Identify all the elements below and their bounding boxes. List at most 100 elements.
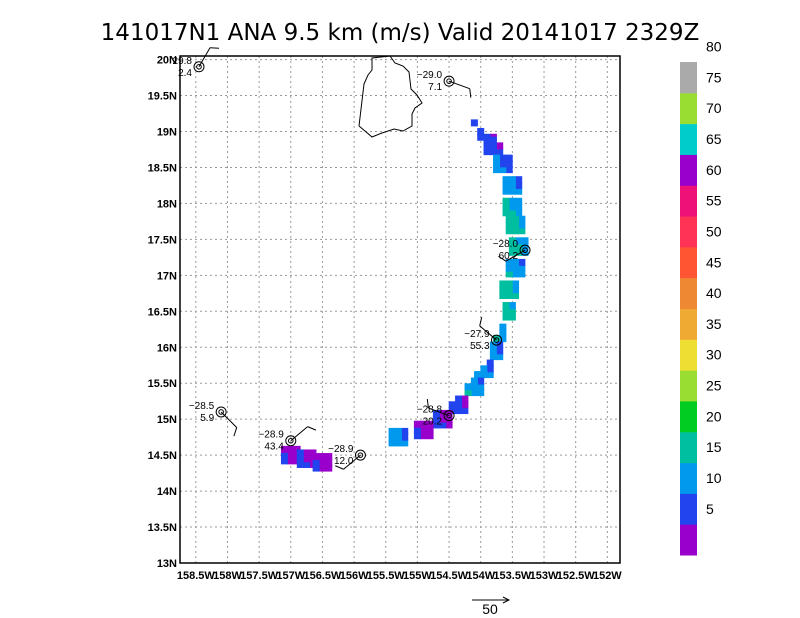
wind-cell bbox=[505, 215, 513, 223]
wind-cell bbox=[413, 432, 421, 440]
station-marker: −28.943.4 bbox=[258, 426, 317, 453]
colorbar-segment bbox=[680, 400, 697, 433]
wind-barb-flag bbox=[335, 465, 344, 470]
wind-barb bbox=[479, 325, 497, 341]
wind-cell bbox=[505, 160, 513, 168]
station-ring bbox=[519, 244, 531, 256]
wind-cell bbox=[512, 286, 520, 294]
wind-barb bbox=[198, 47, 211, 68]
wind-cell bbox=[512, 221, 520, 229]
y-tick-label: 17.5N bbox=[148, 234, 177, 246]
wind-cell bbox=[287, 451, 295, 459]
wind-cell bbox=[505, 291, 513, 299]
wind-cell bbox=[499, 323, 507, 331]
wind-cell bbox=[512, 280, 520, 288]
wind-cell bbox=[401, 439, 409, 447]
x-tick-label: 157W bbox=[276, 570, 305, 582]
wind-cell bbox=[426, 432, 434, 440]
colorbar-label: 55 bbox=[706, 193, 722, 209]
y-tick-label: 19.5N bbox=[148, 91, 177, 103]
wind-cell bbox=[515, 197, 523, 205]
wind-barb-flag bbox=[426, 399, 429, 409]
wind-barb-flag bbox=[307, 426, 317, 431]
wind-cell bbox=[309, 449, 317, 457]
colorbar-label: 60 bbox=[706, 162, 722, 178]
y-tick-label: 15.5N bbox=[148, 378, 177, 390]
wind-cell bbox=[455, 401, 463, 409]
wind-cell bbox=[296, 455, 304, 463]
colorbar-segment bbox=[680, 185, 697, 217]
wind-cell bbox=[521, 243, 529, 251]
wind-cell bbox=[483, 136, 491, 144]
wind-cell bbox=[499, 286, 507, 294]
colorbar-label: 10 bbox=[706, 470, 722, 486]
x-tick-label: 152.5W bbox=[557, 570, 596, 582]
wind-cell bbox=[312, 453, 320, 461]
colorbar-label: 50 bbox=[706, 223, 722, 239]
x-tick-label: 152W bbox=[593, 570, 622, 582]
x-tick-label: 156W bbox=[340, 570, 369, 582]
station-core bbox=[522, 247, 528, 253]
colorbar-segment bbox=[680, 123, 697, 155]
wind-cell bbox=[439, 421, 447, 429]
wind-cell bbox=[512, 264, 520, 272]
wind-cell bbox=[480, 371, 488, 379]
wind-cell bbox=[502, 176, 510, 184]
coastline bbox=[358, 55, 423, 138]
wind-cell bbox=[508, 176, 516, 184]
x-tick-label: 155.5W bbox=[367, 570, 406, 582]
colorbar-label: 65 bbox=[706, 131, 722, 147]
wind-cell bbox=[505, 258, 513, 266]
wind-cell bbox=[512, 227, 520, 235]
y-tick-label: 17N bbox=[157, 270, 177, 282]
wind-cell bbox=[461, 407, 469, 415]
y-tick-label: 18.5N bbox=[148, 162, 177, 174]
colorbar-segment bbox=[680, 62, 697, 94]
wind-cell bbox=[477, 128, 485, 136]
wind-cell bbox=[499, 335, 507, 343]
wind-cell bbox=[303, 460, 311, 468]
station-wind-speed: 2.4 bbox=[178, 68, 192, 79]
station-marker: −28.912.0 bbox=[328, 444, 366, 470]
colorbar-segment bbox=[680, 154, 697, 186]
station-marker: −28.55.9 bbox=[189, 401, 238, 437]
station-ring bbox=[193, 61, 205, 73]
wind-cell bbox=[521, 237, 529, 245]
wind-cell bbox=[394, 433, 402, 441]
station-marker: −29.07.1 bbox=[417, 70, 472, 98]
colorbar-label: 75 bbox=[706, 69, 722, 85]
wind-cell bbox=[518, 264, 526, 272]
station-core bbox=[287, 437, 294, 444]
wind-cell bbox=[477, 383, 485, 391]
wind-cell bbox=[439, 415, 447, 423]
wind-cell bbox=[432, 409, 440, 417]
y-tick-label: 14.5N bbox=[148, 450, 177, 462]
wind-cell bbox=[388, 439, 396, 447]
x-tick-label: 158.5W bbox=[177, 570, 216, 582]
colorbar-label: 45 bbox=[706, 254, 722, 270]
colorbar-label: 25 bbox=[706, 378, 722, 394]
wind-cell bbox=[474, 371, 482, 379]
wind-cell bbox=[515, 187, 523, 195]
wind-cell bbox=[493, 166, 501, 174]
x-tick-label: 157.5W bbox=[240, 570, 279, 582]
station-marker: 29.82.4 bbox=[173, 47, 220, 79]
wind-cell bbox=[312, 458, 320, 466]
y-tick-label: 13N bbox=[157, 558, 177, 570]
y-tick-label: 13.5N bbox=[148, 522, 177, 534]
wind-cell bbox=[287, 445, 295, 453]
wind-cell bbox=[480, 365, 488, 373]
wind-cell bbox=[470, 119, 478, 127]
wind-cell bbox=[312, 464, 320, 472]
plot-frame bbox=[179, 55, 621, 564]
wind-cell bbox=[508, 248, 516, 256]
colorbar-label: 15 bbox=[706, 439, 722, 455]
wind-cell bbox=[493, 160, 501, 168]
wind-cell bbox=[499, 329, 507, 337]
wind-cell bbox=[318, 458, 326, 466]
wind-cell bbox=[318, 464, 326, 472]
wind-cell bbox=[413, 420, 421, 428]
station-wind-speed: 55.3 bbox=[470, 341, 490, 352]
colorbar-label: 70 bbox=[706, 100, 722, 116]
wind-barb-flag bbox=[233, 427, 238, 437]
